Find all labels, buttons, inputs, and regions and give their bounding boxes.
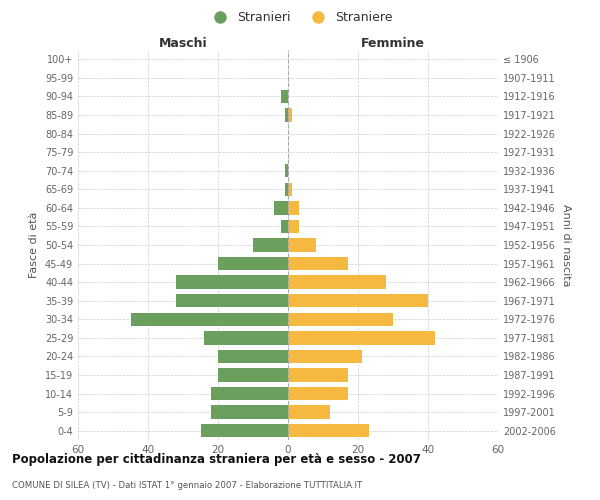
Bar	[176, 276, 288, 289]
Bar	[284, 164, 288, 177]
Bar	[281, 220, 288, 233]
Bar	[274, 201, 288, 214]
Text: Maschi: Maschi	[158, 37, 208, 50]
Bar	[218, 257, 288, 270]
Bar	[288, 238, 316, 252]
Bar	[284, 108, 288, 122]
Text: Femmine: Femmine	[361, 37, 425, 50]
Bar	[253, 238, 288, 252]
Bar	[288, 108, 292, 122]
Bar	[288, 257, 347, 270]
Bar	[218, 350, 288, 363]
Bar	[288, 406, 330, 419]
Text: COMUNE DI SILEA (TV) - Dati ISTAT 1° gennaio 2007 - Elaborazione TUTTITALIA.IT: COMUNE DI SILEA (TV) - Dati ISTAT 1° gen…	[12, 480, 362, 490]
Bar	[288, 387, 347, 400]
Y-axis label: Anni di nascita: Anni di nascita	[561, 204, 571, 286]
Bar	[284, 182, 288, 196]
Bar	[288, 276, 386, 289]
Bar	[288, 424, 368, 438]
Bar	[288, 331, 435, 344]
Bar	[218, 368, 288, 382]
Bar	[130, 312, 288, 326]
Bar	[288, 201, 299, 214]
Bar	[288, 350, 361, 363]
Bar	[211, 406, 288, 419]
Bar	[288, 182, 292, 196]
Bar	[288, 220, 299, 233]
Bar	[176, 294, 288, 308]
Bar	[281, 90, 288, 103]
Bar	[288, 312, 393, 326]
Text: Popolazione per cittadinanza straniera per età e sesso - 2007: Popolazione per cittadinanza straniera p…	[12, 452, 421, 466]
Bar	[204, 331, 288, 344]
Bar	[288, 294, 428, 308]
Bar	[200, 424, 288, 438]
Legend: Stranieri, Straniere: Stranieri, Straniere	[202, 6, 398, 29]
Bar	[211, 387, 288, 400]
Y-axis label: Fasce di età: Fasce di età	[29, 212, 39, 278]
Bar	[288, 368, 347, 382]
